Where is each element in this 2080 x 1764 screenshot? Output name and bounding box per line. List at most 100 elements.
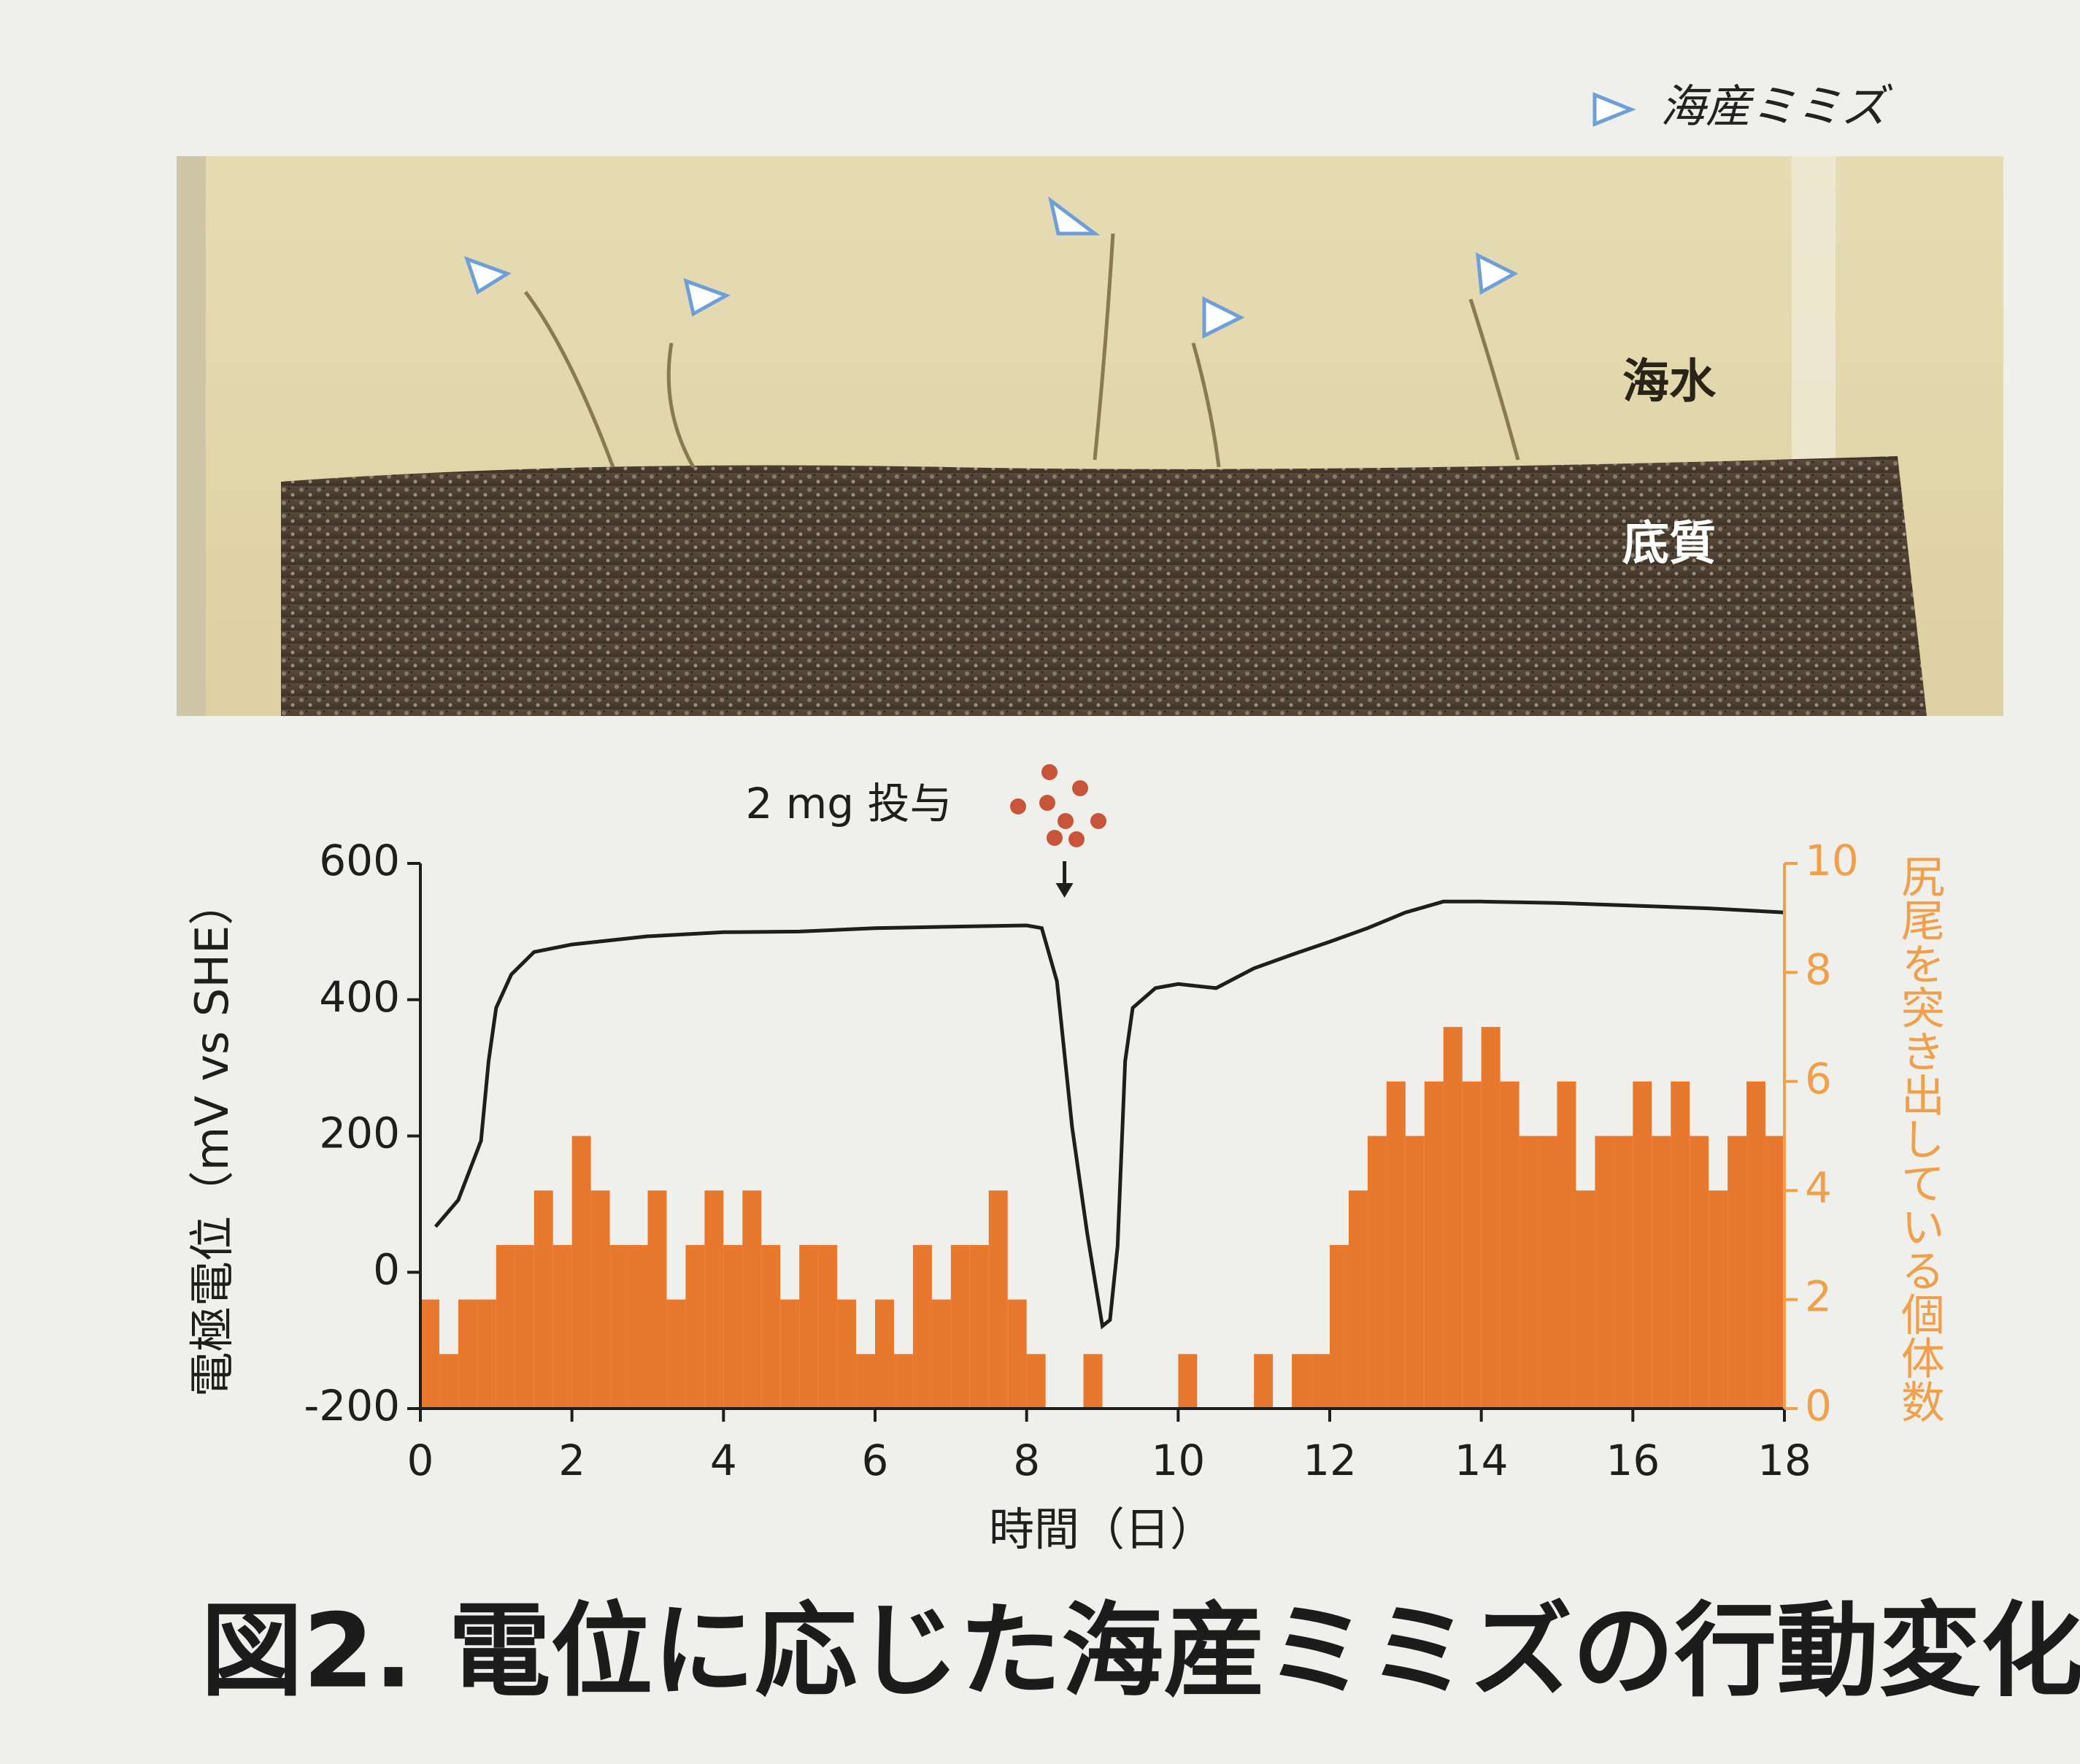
x-tick-label: 6 <box>862 1436 889 1485</box>
bar <box>742 1190 762 1409</box>
bar <box>1083 1354 1103 1409</box>
bar <box>590 1190 610 1409</box>
y-tick-label: 600 <box>319 836 400 885</box>
bar <box>420 1299 439 1409</box>
x-tick-label: 12 <box>1303 1436 1357 1485</box>
dose-dots <box>1010 764 1106 847</box>
bar <box>1595 1136 1614 1409</box>
y2-tick-label: 0 <box>1805 1381 1832 1430</box>
bar <box>1727 1136 1747 1409</box>
y-tick-label: 0 <box>373 1244 400 1294</box>
bar <box>1311 1354 1330 1409</box>
bar <box>1481 1027 1501 1409</box>
bar <box>552 1244 572 1409</box>
bar <box>799 1244 819 1409</box>
bar <box>477 1299 496 1409</box>
bar <box>912 1244 932 1409</box>
x-tick-label: 2 <box>558 1436 585 1485</box>
bar <box>931 1299 951 1409</box>
bar <box>609 1244 629 1409</box>
bar <box>1765 1136 1784 1409</box>
bar <box>1348 1190 1368 1409</box>
bar <box>704 1190 724 1409</box>
worm-markers <box>463 196 1519 339</box>
bar <box>1671 1081 1690 1409</box>
figure-caption: 図2. 電位に応じた海産ミミズの行動変化 <box>201 1592 2080 1711</box>
x-tick-label: 8 <box>1013 1436 1040 1485</box>
photo: 海産ミミズ 海水 底質 <box>177 80 2003 716</box>
bar <box>571 1136 591 1409</box>
photo-label: 海水 <box>1622 355 1717 409</box>
bar <box>1026 1354 1046 1409</box>
bar <box>1443 1027 1463 1409</box>
sediment <box>281 456 1927 716</box>
bar <box>534 1190 553 1409</box>
bar <box>1519 1136 1538 1409</box>
bar <box>1709 1190 1728 1409</box>
x-tick-label: 18 <box>1757 1436 1811 1485</box>
bar <box>647 1190 667 1409</box>
bar <box>1424 1081 1444 1409</box>
worms <box>523 233 1520 469</box>
x-tick-label: 4 <box>710 1436 737 1485</box>
y2-tick-label: 4 <box>1805 1163 1832 1212</box>
y2-tick-label: 8 <box>1805 945 1832 995</box>
potential-line <box>434 899 1785 1330</box>
bar <box>761 1244 781 1409</box>
bar <box>1557 1081 1576 1409</box>
bar <box>515 1244 534 1409</box>
bar <box>893 1354 913 1409</box>
dose-arrowhead <box>1055 883 1074 898</box>
bar <box>856 1354 875 1409</box>
bar <box>1462 1081 1482 1409</box>
bar <box>780 1299 800 1409</box>
bar <box>1538 1136 1557 1409</box>
y2-tick-label: 2 <box>1805 1272 1832 1322</box>
y2-tick-label: 6 <box>1805 1054 1832 1104</box>
bar <box>666 1299 686 1409</box>
bar <box>458 1299 477 1409</box>
bar <box>1690 1136 1709 1409</box>
bar <box>1614 1136 1633 1409</box>
x-tick-label: 0 <box>407 1436 434 1485</box>
y-axis-label: 電極電位（mV vs SHE） <box>185 880 239 1397</box>
bar <box>496 1244 515 1409</box>
bar <box>950 1244 970 1409</box>
y-tick-label: -200 <box>304 1381 400 1430</box>
bar <box>1633 1081 1652 1409</box>
photo-legend: 海産ミミズ <box>1660 80 1893 133</box>
photo-label: 底質 <box>1622 517 1716 571</box>
bar <box>969 1244 989 1409</box>
bar <box>818 1244 838 1409</box>
bar <box>723 1244 743 1409</box>
x-tick-label: 10 <box>1151 1436 1205 1485</box>
bar <box>628 1244 648 1409</box>
bar <box>1652 1136 1671 1409</box>
bar <box>685 1244 705 1409</box>
bar <box>1367 1136 1387 1409</box>
bar <box>837 1299 857 1409</box>
bar <box>1576 1190 1595 1409</box>
bar <box>1330 1244 1349 1409</box>
bar <box>1746 1081 1766 1409</box>
bar <box>1386 1081 1406 1409</box>
annotation: 2 mg 投与 <box>745 779 952 828</box>
bar <box>439 1354 458 1409</box>
glass-edge <box>177 156 206 716</box>
bar <box>1178 1354 1198 1409</box>
x-axis-label: 時間（日） <box>989 1503 1215 1556</box>
bar <box>1292 1354 1311 1409</box>
bar <box>1405 1136 1425 1409</box>
y-tick-label: 200 <box>319 1109 400 1158</box>
legend-marker <box>1592 92 1636 127</box>
bar <box>1254 1354 1274 1409</box>
bar <box>875 1299 894 1409</box>
x-tick-label: 14 <box>1455 1436 1509 1485</box>
y2-tick-label: 10 <box>1805 836 1859 885</box>
bar <box>1007 1299 1027 1409</box>
y2-axis-label: 尻尾を突き出している個体数 <box>1893 854 1944 1423</box>
bar <box>988 1190 1008 1409</box>
y-tick-label: 400 <box>319 972 400 1022</box>
